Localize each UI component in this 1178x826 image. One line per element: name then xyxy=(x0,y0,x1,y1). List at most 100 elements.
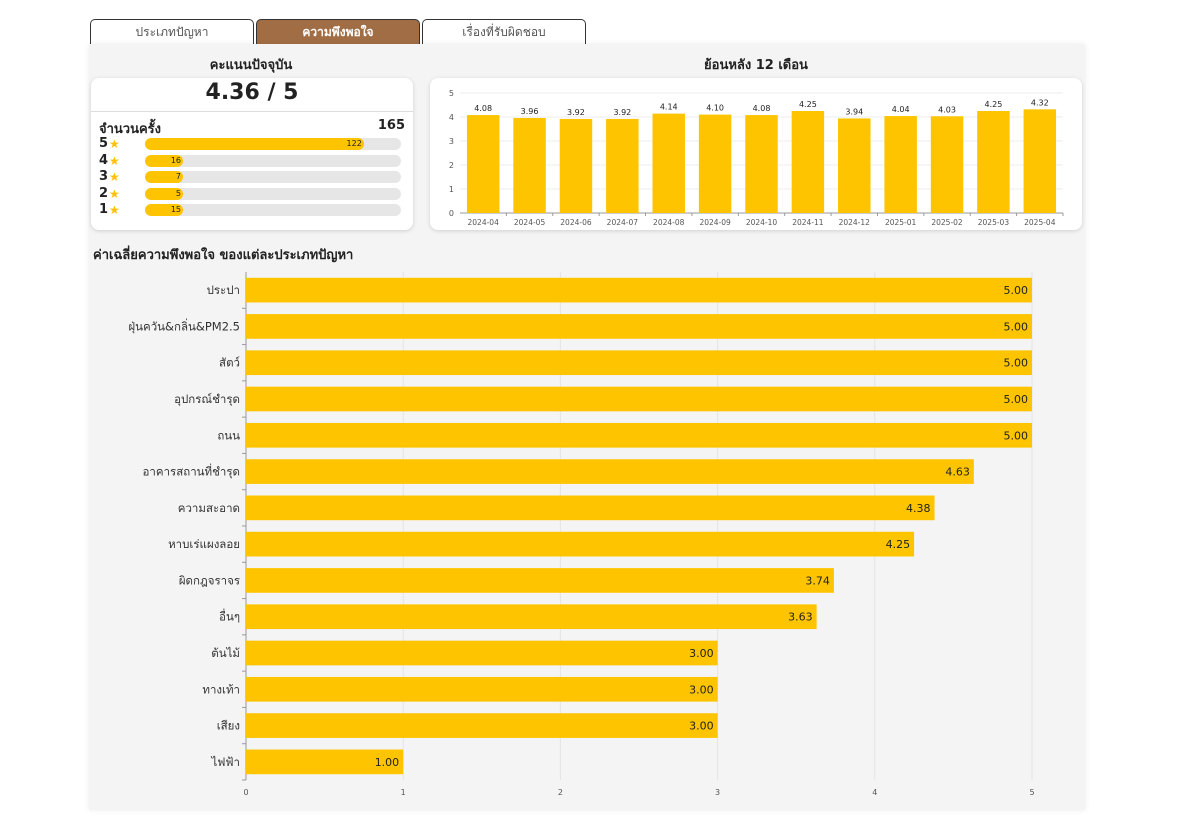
star-bar-track: 122 xyxy=(145,138,401,150)
bar xyxy=(930,116,964,213)
star-count: 7 xyxy=(175,172,181,181)
monthly-title: ย้อนหลัง 12 เดือน xyxy=(704,58,808,73)
x-tick-label: 2 xyxy=(558,788,563,797)
category-label: ทางเท้า xyxy=(202,682,240,696)
x-tick-label: 5 xyxy=(1029,788,1034,797)
star-count: 5 xyxy=(175,188,181,198)
x-tick-label: 2025-02 xyxy=(931,218,963,227)
bar xyxy=(246,459,974,484)
bar xyxy=(559,118,593,213)
category-label: ผิดกฎจราจร xyxy=(179,573,240,587)
y-tick-label: 5 xyxy=(449,89,454,98)
bar xyxy=(246,749,404,775)
monthly-chart-card: 0 1 2 3 4 5 4.08 2024-04 3.96 2024-05 3.92 2024-06 3… xyxy=(430,78,1082,230)
y-tick-label: 4 xyxy=(449,113,454,122)
current-score-value: 4.36 / 5 xyxy=(205,80,299,105)
category-chart-title: ค่าเฉลี่ยความพึงพอใจ ของแต่ละประเภทปัญหา xyxy=(93,248,354,263)
category-label: อื่นๆ xyxy=(219,609,240,624)
x-tick-label: 2024-11 xyxy=(792,218,824,227)
bar xyxy=(246,386,1032,412)
star-number: 4 xyxy=(99,152,109,168)
y-tick-label: 0 xyxy=(449,209,454,218)
star-number: 2 xyxy=(99,185,109,201)
bar-value-label: 4.14 xyxy=(660,103,678,112)
bar-value-label: 4.08 xyxy=(753,104,771,113)
bar-value-label: 5.00 xyxy=(1004,393,1029,406)
category-label: เสียง xyxy=(217,719,240,733)
tab-problem-type[interactable]: ประเภทปัญหา xyxy=(90,19,254,44)
bar xyxy=(791,111,825,213)
star-icon: ★ xyxy=(109,203,120,217)
bar-value-label: 5.00 xyxy=(1004,429,1029,442)
x-tick-label: 2025-04 xyxy=(1024,218,1056,227)
bar xyxy=(246,640,718,666)
bar-value-label: 4.25 xyxy=(799,100,817,109)
tab-satisfaction[interactable]: ความพึงพอใจ xyxy=(256,19,420,44)
monthly-chart: 0 1 2 3 4 5 4.08 2024-04 3.96 2024-05 3.92 2024-06 3… xyxy=(449,89,1064,227)
bar xyxy=(246,604,817,630)
bar-value-label: 5.00 xyxy=(1004,284,1029,297)
star-icon: ★ xyxy=(109,137,120,151)
star-bar-track: 16 xyxy=(145,154,401,167)
category-label: ต้นไม้ xyxy=(211,646,240,660)
rating-count-label: จำนวนครั้ง xyxy=(99,122,162,137)
category-label: อุปกรณ์ชำรุด xyxy=(174,392,240,406)
bar xyxy=(246,277,1032,303)
star-bar-fill xyxy=(145,187,183,200)
star-icon: ★ xyxy=(109,153,120,168)
x-tick-label: 2024-09 xyxy=(699,218,731,227)
bar-value-label: 5.00 xyxy=(1004,320,1029,333)
star-count: 122 xyxy=(346,139,362,148)
x-tick-label: 2024-12 xyxy=(839,218,871,227)
star-number: 3 xyxy=(99,169,109,184)
y-tick-label: 1 xyxy=(449,185,454,194)
category-label: ฝุ่นควัน&กลิ่น&PM2.5 xyxy=(128,318,240,333)
bar xyxy=(246,531,915,557)
x-tick-label: 2024-06 xyxy=(560,218,592,227)
bar xyxy=(838,118,871,213)
bar xyxy=(745,115,778,213)
bar xyxy=(246,422,1032,448)
current-score-card: 4.36 / 5 จำนวนครั้ง 165 5 ★ 122 4 ★ 16 3 ★ 7 2 ★ 5 1… xyxy=(91,78,413,230)
category-label: สัตว์ xyxy=(219,356,240,370)
star-count: 15 xyxy=(170,205,181,214)
category-label: ความสะอาด xyxy=(178,501,240,515)
divider xyxy=(91,111,413,112)
bar xyxy=(246,568,834,593)
bar-value-label: 5.00 xyxy=(1004,357,1029,370)
x-tick-label: 1 xyxy=(401,788,406,797)
x-tick-label: 0 xyxy=(243,788,248,797)
bar xyxy=(246,350,1032,376)
star-icon: ★ xyxy=(109,170,120,184)
bar-value-label: 4.63 xyxy=(945,466,970,479)
tab-responsibility[interactable]: เรื่องที่รับผิดชอบ xyxy=(422,19,586,44)
bar-value-label: 3.92 xyxy=(567,108,585,117)
y-tick-label: 3 xyxy=(449,137,454,146)
x-tick-label: 4 xyxy=(872,788,877,797)
bar-value-label: 4.10 xyxy=(706,104,724,113)
star-bar-fill xyxy=(145,204,183,216)
bar-value-label: 4.25 xyxy=(985,100,1003,109)
tab-bar: ประเภทปัญหา ความพึงพอใจ เรื่องที่รับผิดช… xyxy=(90,19,588,46)
category-label: ไฟฟ้า xyxy=(210,755,240,769)
x-tick-label: 2024-05 xyxy=(514,218,546,227)
bar xyxy=(1023,109,1057,213)
bar-value-label: 3.00 xyxy=(689,683,714,696)
star-bar-track: 7 xyxy=(145,171,401,183)
star-number: 5 xyxy=(99,136,109,151)
x-tick-label: 2025-03 xyxy=(978,218,1010,227)
x-tick-label: 2024-10 xyxy=(746,218,778,227)
bar-value-label: 1.00 xyxy=(375,756,400,769)
bar-value-label: 4.04 xyxy=(892,105,910,114)
category-label: ประปา xyxy=(207,283,240,297)
bar-value-label: 3.92 xyxy=(613,108,631,117)
star-icon: ★ xyxy=(109,186,120,201)
x-tick-label: 2024-08 xyxy=(653,218,685,227)
bar xyxy=(246,676,718,702)
star-bar-fill xyxy=(145,154,183,167)
x-tick-label: 2025-01 xyxy=(885,218,917,227)
bar-value-label: 3.63 xyxy=(788,611,813,624)
star-row-4: 4 ★ 16 xyxy=(99,152,405,168)
category-label: หาบเร่แผงลอย xyxy=(168,537,240,551)
y-tick-label: 2 xyxy=(449,161,454,170)
